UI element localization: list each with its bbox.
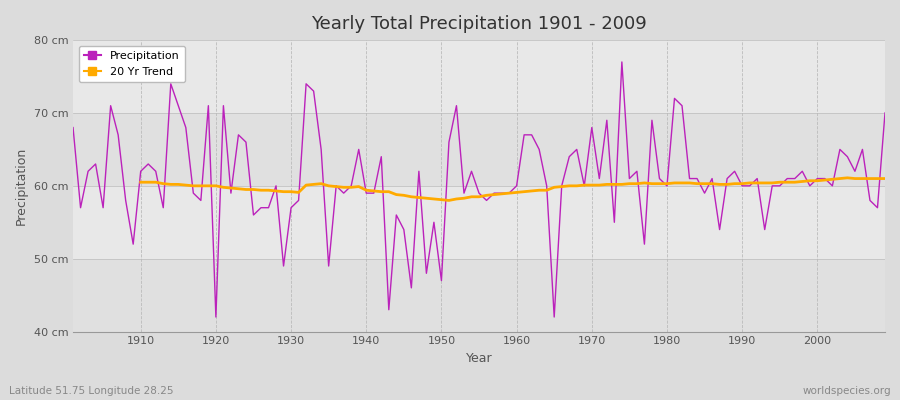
X-axis label: Year: Year <box>465 352 492 365</box>
Text: Latitude 51.75 Longitude 28.25: Latitude 51.75 Longitude 28.25 <box>9 386 174 396</box>
Bar <box>73 259 885 332</box>
Bar <box>73 113 885 186</box>
Bar <box>73 40 885 113</box>
Y-axis label: Precipitation: Precipitation <box>15 147 28 225</box>
Title: Yearly Total Precipitation 1901 - 2009: Yearly Total Precipitation 1901 - 2009 <box>311 15 647 33</box>
Legend: Precipitation, 20 Yr Trend: Precipitation, 20 Yr Trend <box>78 46 185 82</box>
Bar <box>73 186 885 259</box>
Text: worldspecies.org: worldspecies.org <box>803 386 891 396</box>
